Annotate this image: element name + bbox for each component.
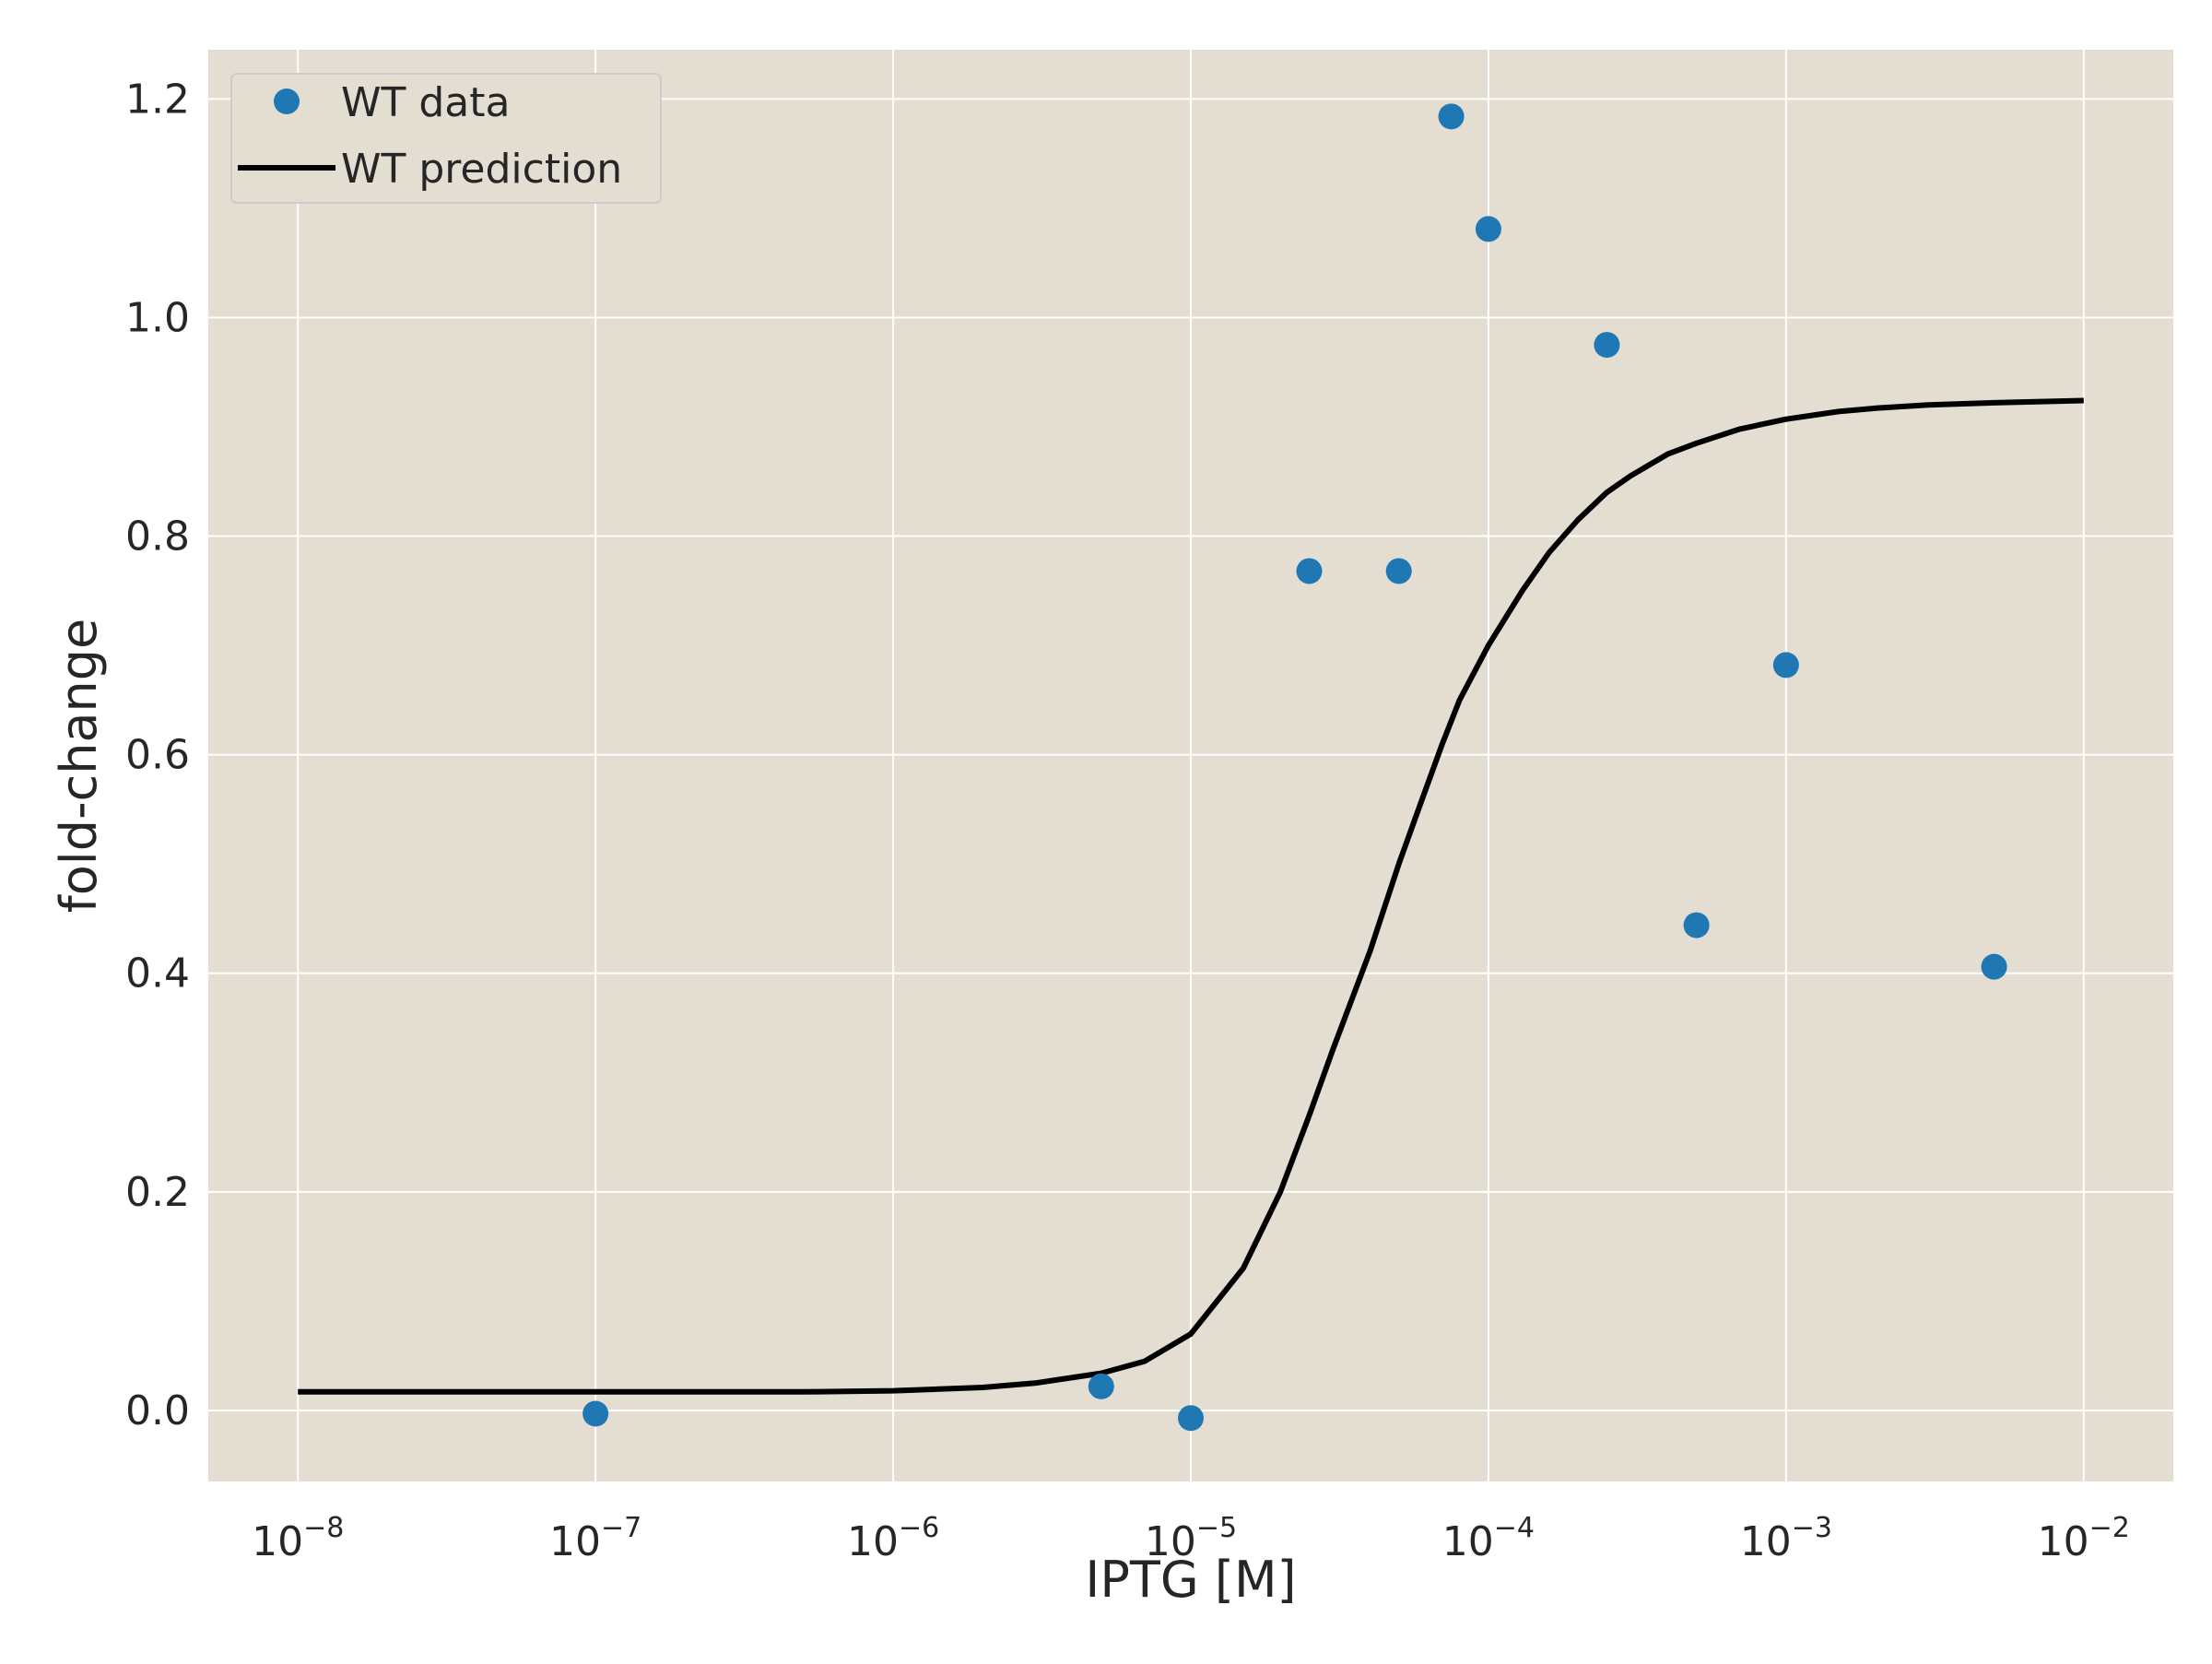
data-point: [1438, 103, 1465, 130]
y-tick-label: 0.4: [125, 950, 190, 997]
legend-box: [230, 73, 662, 204]
data-point: [1385, 558, 1412, 584]
data-point: [1296, 558, 1323, 584]
y-axis-ticks: 0.0 0.2 0.4 0.6 0.8 1.0 1.2: [125, 76, 190, 1434]
legend-label-wt-data: WT data: [341, 79, 510, 126]
x-tick-label: 10−2: [2038, 1512, 2130, 1565]
x-axis-label: IPTG [M]: [1085, 1551, 1296, 1609]
prediction-line: [298, 397, 2084, 1395]
x-tick-label: 10−4: [1442, 1512, 1535, 1565]
y-tick-label: 0.2: [125, 1169, 190, 1216]
x-tick-label: 10−5: [1145, 1512, 1237, 1565]
y-tick-label: 1.2: [125, 76, 190, 123]
x-tick-label: 10−8: [252, 1512, 344, 1565]
legend: WT data WT prediction: [230, 73, 662, 204]
legend-label-wt-prediction: WT prediction: [341, 146, 622, 193]
x-axis-ticks: 10−8 10−7 10−6 10−5 10−4 10−3 10−2: [252, 1512, 2130, 1565]
prediction-layer: [298, 397, 2084, 1395]
data-point: [582, 1400, 609, 1427]
data-point: [1772, 652, 1799, 679]
data-point: [1178, 1405, 1204, 1432]
data-point: [1683, 912, 1710, 938]
data-points-layer: [582, 103, 2007, 1432]
grid: [208, 50, 2173, 1481]
data-point: [1475, 216, 1501, 242]
x-tick-label: 10−3: [1740, 1512, 1832, 1565]
x-tick-label: 10−7: [549, 1512, 641, 1565]
y-axis-label: fold-change: [50, 619, 108, 914]
x-tick-label: 10−6: [847, 1512, 939, 1565]
y-tick-label: 1.0: [125, 294, 190, 341]
y-tick-label: 0.8: [125, 513, 190, 561]
data-point: [1088, 1373, 1114, 1399]
y-tick-label: 0.6: [125, 732, 190, 779]
y-tick-label: 0.0: [125, 1387, 190, 1434]
legend-marker-wt-data: [274, 89, 300, 114]
data-point: [1981, 953, 2007, 980]
data-point: [1594, 332, 1620, 359]
